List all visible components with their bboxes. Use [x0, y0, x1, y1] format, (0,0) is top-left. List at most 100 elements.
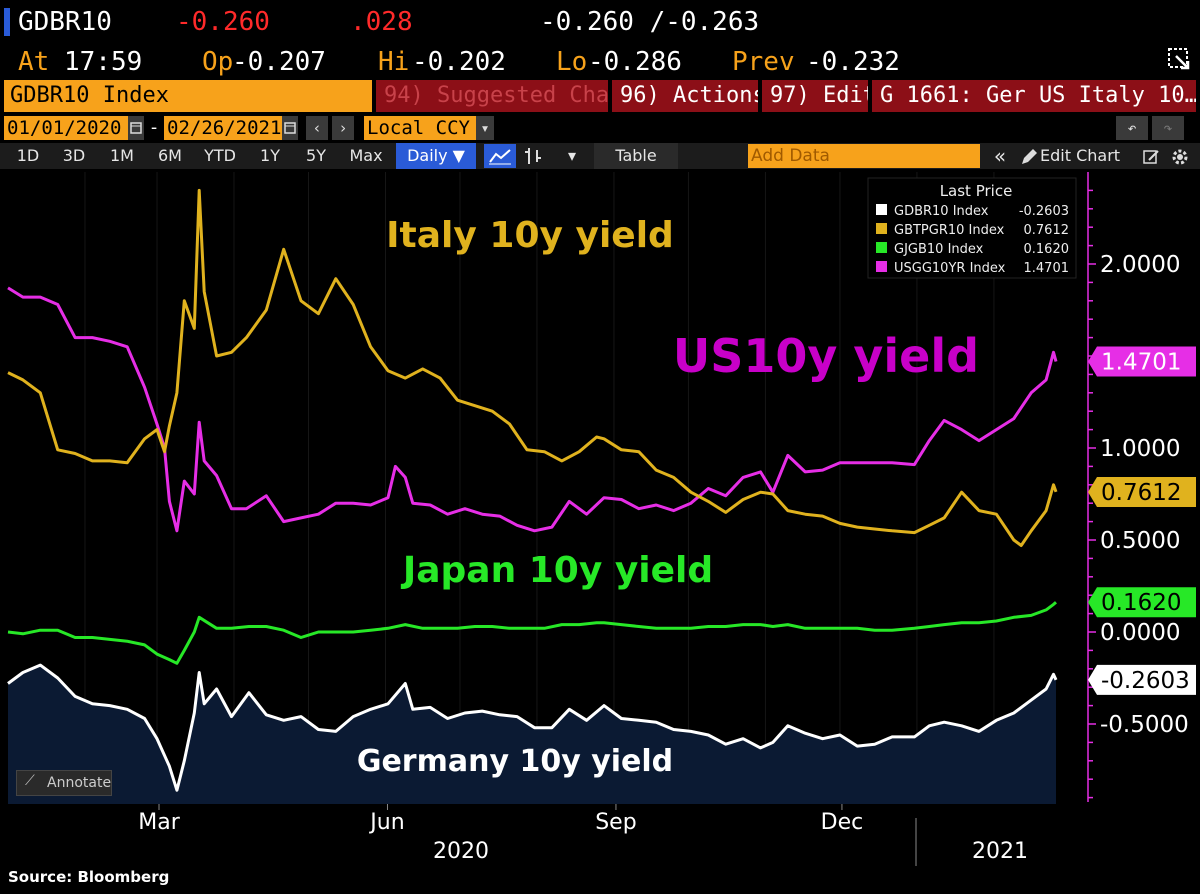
legend: Last Price GDBR10 Index -0.2603 GBTPGR10 I… — [867, 177, 1077, 279]
us-annotation: US10y yield — [673, 329, 979, 383]
prev-value: -0.232 — [806, 47, 900, 77]
yield-chart: 2.0000 1.0000 0.5000 0.0000 -0.5000 1.4701 0.… — [7, 172, 1196, 866]
legend-item-value: 0.1620 — [1024, 242, 1070, 257]
prev-label: Prev — [732, 47, 795, 77]
bid-ask: -0.260 /-0.263 — [540, 7, 760, 37]
x-tick-label: Mar — [138, 810, 180, 835]
legend-swatch — [876, 204, 887, 215]
x-year-label: 2020 — [433, 839, 489, 864]
italy-annotation: Italy 10y yield — [386, 215, 674, 256]
y-tick-label: 0.0000 — [1100, 620, 1180, 646]
settings-gear-icon[interactable] — [1168, 145, 1192, 169]
series-line-gbtpgr10 — [7, 188, 1058, 547]
prev-period-button[interactable]: ‹ — [306, 116, 328, 140]
edit-menu[interactable]: 97) Edit ▾ — [762, 80, 868, 112]
last-label-usgg10yr: 1.4701 — [1088, 346, 1196, 377]
y-tick-label: -0.5000 — [1100, 712, 1189, 738]
chart-title-field[interactable]: G 1661: Ger US Italy 10… — [872, 80, 1196, 112]
annotate-tool-icon[interactable] — [1140, 146, 1162, 168]
last-label-text: 0.7612 — [1101, 480, 1181, 506]
last-label-gjgb10: 0.1620 — [1088, 587, 1196, 618]
y-tick-label: 1.0000 — [1100, 436, 1180, 462]
x-tick-label: Jun — [368, 810, 404, 835]
range-3d[interactable]: 3D — [62, 146, 86, 165]
ticker-color-mark — [4, 8, 10, 36]
start-date-field[interactable]: 01/01/2020 — [4, 116, 128, 140]
percent-change: .028 — [350, 7, 413, 37]
x-gridlines — [84, 172, 995, 804]
annotate-label: Annotate — [47, 775, 112, 791]
at-time: 17:59 — [64, 47, 143, 77]
x-year-label: 2021 — [972, 839, 1028, 864]
last-price-labels: 1.4701 0.7612 0.1620 -0.2603 — [1088, 346, 1196, 695]
last-label-box — [1088, 587, 1196, 618]
germany-area-fill — [8, 665, 1056, 804]
currency-dropdown-icon[interactable]: ▾ — [476, 116, 494, 140]
y-tick-label: 0.5000 — [1100, 528, 1180, 554]
period-select[interactable]: Daily ▼ — [396, 143, 476, 169]
edit-chart-button[interactable]: Edit Chart — [1040, 146, 1121, 165]
currency-select[interactable]: Local CCY — [364, 116, 476, 140]
series-lines — [7, 188, 1058, 792]
annotate-button[interactable]: ⟋ Annotate — [16, 770, 112, 796]
add-data-input[interactable]: Add Data — [748, 144, 980, 168]
last-label-text: 0.1620 — [1101, 590, 1181, 616]
end-date-field[interactable]: 02/26/2021 — [164, 116, 282, 140]
legend-swatch — [876, 242, 887, 253]
germany-annotation: Germany 10y yield — [357, 744, 673, 779]
popout-icon[interactable] — [1166, 46, 1192, 72]
legend-item-value: 1.4701 — [1024, 261, 1070, 276]
range-max[interactable]: Max — [349, 146, 383, 165]
bar-chart-icon[interactable] — [520, 144, 546, 168]
legend-item-value: -0.2603 — [1019, 204, 1069, 219]
undo-icon[interactable]: ↶ — [1116, 116, 1148, 140]
series-line-gjgb10 — [7, 601, 1057, 665]
last-change: -0.260 — [176, 7, 270, 37]
end-calendar-icon[interactable] — [282, 116, 298, 140]
line-chart-icon[interactable] — [484, 144, 516, 168]
last-label-box — [1088, 664, 1196, 695]
legend-item-label: GBTPGR10 Index — [894, 223, 1005, 238]
pencil-icon[interactable] — [1018, 146, 1040, 168]
last-label-text: 1.4701 — [1101, 350, 1181, 376]
start-calendar-icon[interactable] — [128, 116, 144, 140]
security-field[interactable]: GDBR10 Index — [4, 80, 372, 112]
range-1d[interactable]: 1D — [16, 146, 40, 165]
range-6m[interactable]: 6M — [158, 146, 182, 165]
annotate-icon: ⟋ — [25, 773, 35, 789]
next-period-button[interactable]: › — [332, 116, 354, 140]
last-label-box — [1088, 476, 1196, 507]
series-line-usgg10yr — [7, 286, 1058, 533]
legend-title: Last Price — [940, 182, 1013, 200]
open-label: Op — [202, 47, 234, 77]
legend-swatch — [876, 261, 887, 272]
redo-icon[interactable]: ↷ — [1152, 116, 1184, 140]
last-label-box — [1088, 346, 1196, 377]
ticker-symbol: GDBR10 — [18, 7, 112, 37]
last-label-gdbr10: -0.2603 — [1088, 664, 1196, 695]
range-ytd[interactable]: YTD — [204, 146, 236, 165]
table-button[interactable]: Table — [594, 143, 678, 169]
y-tick-label: 2.0000 — [1100, 252, 1180, 278]
last-label-text: -0.2603 — [1101, 668, 1190, 694]
suggested-charts-button[interactable]: 94) Suggested Charts — [376, 80, 608, 112]
x-tick-label: Sep — [595, 810, 636, 835]
legend-item-label: GJGB10 Index — [894, 242, 984, 257]
series-line-gdbr10 — [7, 663, 1058, 792]
chart-type-dropdown-icon[interactable]: ▾ — [567, 146, 577, 165]
y-axis-ticks: 2.0000 1.0000 0.5000 0.0000 -0.5000 — [1088, 189, 1189, 799]
range-5y[interactable]: 5Y — [306, 146, 326, 165]
legend-item-value: 0.7612 — [1024, 223, 1070, 238]
x-tick-label: Dec — [821, 810, 864, 835]
actions-menu[interactable]: 96) Actions ▾ — [612, 80, 758, 112]
legend-swatch — [876, 223, 887, 234]
date-separator: - — [148, 117, 160, 138]
high-value: -0.202 — [412, 47, 506, 77]
last-label-gbtpgr10: 0.7612 — [1088, 476, 1196, 507]
range-1m[interactable]: 1M — [110, 146, 134, 165]
collapse-icon[interactable]: « — [993, 144, 1007, 168]
high-label: Hi — [378, 47, 410, 77]
legend-item-label: USGG10YR Index — [894, 261, 1006, 276]
open-value: -0.207 — [232, 47, 326, 77]
range-1y[interactable]: 1Y — [260, 146, 280, 165]
